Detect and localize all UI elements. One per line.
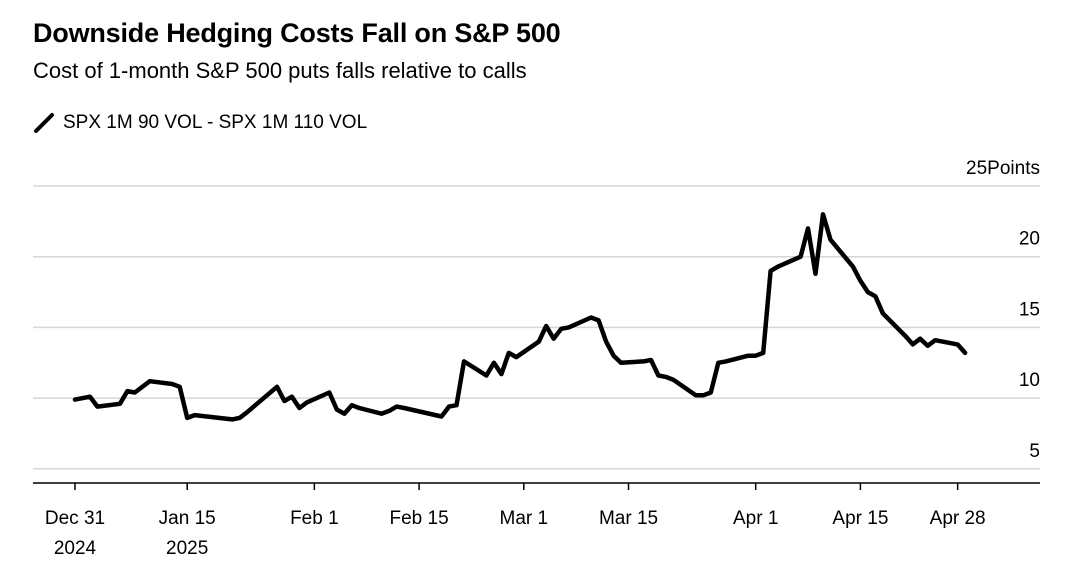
x-tick-label: Apr 1 <box>733 508 778 529</box>
y-tick-label: 15 <box>1019 299 1040 320</box>
y-tick-label: 20 <box>1019 229 1040 250</box>
y-tick-label: 10 <box>1019 370 1040 391</box>
x-tick-label: Mar 1 <box>500 508 549 529</box>
x-tick-label: Dec 31 <box>45 508 105 529</box>
x-tick-label: Mar 15 <box>599 508 658 529</box>
x-tick-year-label: 2025 <box>166 538 208 559</box>
legend: SPX 1M 90 VOL - SPX 1M 110 VOL <box>33 112 367 134</box>
chart-title: Downside Hedging Costs Fall on S&P 500 <box>33 18 561 48</box>
legend-line-icon <box>34 113 54 133</box>
series-line <box>72 212 968 422</box>
legend-label: SPX 1M 90 VOL - SPX 1M 110 VOL <box>63 112 368 133</box>
x-tick-label: Feb 1 <box>290 508 339 529</box>
x-tick-label: Feb 15 <box>390 508 449 529</box>
chart-subtitle: Cost of 1-month S&P 500 puts falls relat… <box>33 58 527 83</box>
y-tick-label: 5 <box>1029 441 1040 462</box>
x-tick-year-label: 2024 <box>54 538 97 559</box>
x-tick-label: Jan 15 <box>159 508 216 529</box>
x-tick-label: Apr 15 <box>832 508 888 529</box>
x-tick-label: Apr 28 <box>930 508 986 529</box>
y-tick-label: 25Points <box>966 158 1040 179</box>
